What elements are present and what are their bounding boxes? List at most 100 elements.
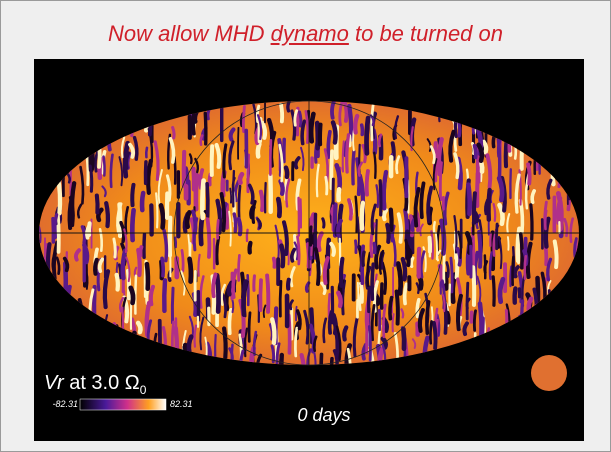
texture-stroke (217, 237, 219, 263)
texture-stroke (528, 164, 530, 183)
time-label: 0 days (297, 405, 350, 425)
texture-stroke (493, 277, 494, 305)
texture-stroke (296, 307, 297, 321)
texture-stroke (111, 155, 113, 187)
texture-stroke (484, 142, 486, 153)
texture-stroke (172, 288, 173, 322)
texture-stroke (477, 174, 478, 206)
texture-stroke (489, 190, 490, 220)
texture-stroke (434, 323, 436, 348)
texture-stroke (272, 319, 274, 343)
texture-stroke (525, 256, 526, 278)
texture-stroke (475, 146, 476, 158)
texture-stroke (363, 252, 364, 265)
texture-stroke (427, 302, 429, 333)
texture-stroke (367, 171, 368, 195)
texture-stroke (323, 219, 324, 227)
texture-stroke (58, 217, 59, 252)
texture-stroke (397, 292, 398, 324)
texture-stroke (473, 267, 474, 305)
texture-stroke (173, 127, 174, 137)
texture-stroke (515, 288, 516, 302)
texture-stroke (369, 327, 370, 360)
texture-stroke (274, 259, 275, 267)
texture-stroke (295, 111, 297, 126)
texture-stroke (190, 259, 191, 282)
texture-stroke (434, 222, 435, 232)
texture-stroke (417, 300, 419, 317)
texture-stroke (280, 281, 281, 316)
texture-stroke (451, 258, 452, 292)
texture-stroke (215, 335, 216, 357)
texture-stroke (239, 186, 240, 219)
texture-stroke (126, 153, 128, 168)
texture-stroke (132, 185, 133, 205)
texture-stroke (297, 237, 299, 264)
title-link[interactable]: dynamo (271, 21, 349, 46)
texture-stroke (333, 122, 336, 142)
texture-stroke (411, 258, 412, 266)
texture-stroke (238, 255, 239, 280)
texture-stroke (131, 288, 133, 303)
texture-stroke (123, 251, 125, 279)
texture-stroke (311, 114, 313, 141)
colorbar-min: -82.31 (52, 399, 78, 409)
colorbar-max: 82.31 (170, 399, 193, 409)
texture-stroke (479, 232, 480, 267)
texture-stroke (248, 275, 249, 305)
texture-stroke (147, 264, 148, 289)
texture-stroke (498, 139, 499, 177)
texture-stroke (500, 279, 503, 301)
texture-stroke (234, 214, 235, 231)
title-text: to be turned on (349, 21, 503, 46)
texture-stroke (205, 113, 206, 144)
texture-stroke (355, 116, 357, 133)
texture-stroke (307, 283, 309, 291)
texture-stroke (374, 153, 375, 178)
texture-stroke (182, 250, 183, 271)
texture-stroke (202, 181, 203, 218)
texture-stroke (430, 321, 431, 343)
texture-stroke (384, 210, 386, 219)
texture-stroke (254, 276, 255, 291)
texture-stroke (114, 239, 115, 257)
texture-stroke (326, 177, 327, 194)
texture-stroke (212, 146, 213, 175)
texture-stroke (217, 275, 218, 311)
texture-stroke (468, 185, 469, 214)
texture-stroke (146, 148, 147, 157)
texture-stroke (213, 274, 215, 296)
texture-stroke (260, 280, 261, 310)
texture-stroke (90, 166, 91, 191)
texture-stroke (393, 314, 394, 331)
texture-stroke (265, 183, 266, 212)
texture-stroke (356, 197, 357, 232)
texture-stroke (391, 210, 392, 230)
texture-stroke (499, 178, 502, 200)
texture-stroke (408, 247, 409, 265)
texture-stroke (555, 241, 557, 267)
label-text: at 3.0 Ω (64, 372, 140, 394)
texture-stroke (369, 287, 370, 312)
texture-stroke (281, 246, 283, 266)
texture-stroke (70, 197, 73, 228)
texture-stroke (53, 254, 55, 269)
texture-stroke (341, 259, 342, 286)
texture-stroke (170, 218, 171, 256)
texture-stroke (367, 316, 368, 353)
texture-stroke (343, 141, 344, 171)
texture-stroke (344, 327, 346, 339)
texture-stroke (512, 257, 513, 285)
texture-stroke (510, 266, 511, 286)
texture-stroke (356, 241, 357, 253)
texture-stroke (367, 118, 369, 153)
title-text: Now allow MHD (108, 21, 271, 46)
texture-stroke (485, 256, 486, 279)
texture-stroke (97, 196, 98, 213)
texture-stroke (132, 210, 133, 240)
texture-stroke (362, 125, 363, 134)
texture-stroke (195, 112, 197, 121)
texture-stroke (104, 157, 105, 176)
texture-stroke (106, 203, 108, 226)
texture-stroke (230, 189, 231, 203)
